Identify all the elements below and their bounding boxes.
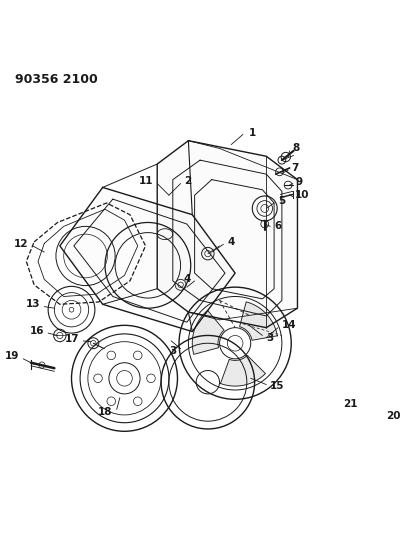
Text: 6: 6	[274, 221, 281, 231]
Text: 19: 19	[5, 351, 19, 361]
Text: 12: 12	[14, 238, 29, 248]
Text: 3: 3	[266, 333, 274, 343]
Polygon shape	[192, 310, 224, 354]
Polygon shape	[157, 141, 298, 328]
Text: 8: 8	[293, 143, 300, 154]
Polygon shape	[220, 356, 266, 386]
Text: 16: 16	[30, 326, 44, 336]
Text: 90356 2100: 90356 2100	[16, 73, 98, 86]
Text: 3: 3	[170, 346, 177, 356]
Text: 7: 7	[291, 163, 299, 173]
Text: 18: 18	[98, 407, 113, 417]
Polygon shape	[240, 302, 277, 340]
Text: 15: 15	[270, 381, 285, 391]
Text: 2: 2	[184, 176, 192, 186]
Text: 14: 14	[282, 320, 296, 330]
Text: 9: 9	[295, 177, 302, 187]
Text: 20: 20	[386, 411, 400, 421]
Text: 1: 1	[249, 128, 256, 138]
Polygon shape	[60, 188, 235, 332]
Text: 11: 11	[139, 176, 153, 186]
Text: 5: 5	[278, 196, 285, 206]
Text: 10: 10	[295, 190, 310, 200]
Text: 13: 13	[26, 300, 40, 309]
Text: 17: 17	[65, 334, 79, 344]
Text: 4: 4	[183, 273, 191, 284]
Text: 21: 21	[343, 399, 358, 409]
Text: 4: 4	[227, 237, 235, 247]
